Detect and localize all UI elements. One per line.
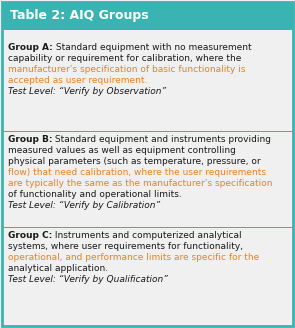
Text: Group B:: Group B:: [8, 135, 53, 144]
Bar: [2, 2, 293, 30]
Text: Group A:: Group A:: [8, 43, 53, 52]
Text: accepted as user requirement.: accepted as user requirement.: [8, 76, 148, 85]
Text: are typically the same as the manufacturer’s specification: are typically the same as the manufactur…: [8, 179, 273, 188]
Text: flow) that need calibration, where the user requirements: flow) that need calibration, where the u…: [8, 168, 266, 177]
Text: of functionality and operational limits.: of functionality and operational limits.: [8, 190, 182, 199]
Text: Standard equipment and instruments providing: Standard equipment and instruments provi…: [53, 135, 271, 144]
Text: Test Level: “Verify by Observation”: Test Level: “Verify by Observation”: [8, 87, 166, 96]
Text: analytical application.: analytical application.: [8, 264, 108, 273]
Text: Table 2: AIQ Groups: Table 2: AIQ Groups: [10, 10, 149, 23]
Text: Group C:: Group C:: [8, 231, 52, 240]
Text: operational, and performance limits are specific for the: operational, and performance limits are …: [8, 253, 259, 262]
Text: Standard equipment with no measurement: Standard equipment with no measurement: [53, 43, 251, 52]
Text: Test Level: “Verify by Qualification”: Test Level: “Verify by Qualification”: [8, 275, 168, 284]
Bar: [2, 227, 293, 228]
Text: manufacturer’s specification of basic functionality is: manufacturer’s specification of basic fu…: [8, 65, 245, 74]
Text: capability or requirement for calibration, where the: capability or requirement for calibratio…: [8, 54, 241, 63]
Text: physical parameters (such as temperature, pressure, or: physical parameters (such as temperature…: [8, 157, 260, 166]
Text: systems, where user requirements for functionality,: systems, where user requirements for fun…: [8, 242, 243, 251]
Bar: [2, 131, 293, 132]
Text: Instruments and computerized analytical: Instruments and computerized analytical: [52, 231, 242, 240]
Text: measured values as well as equipment controlling: measured values as well as equipment con…: [8, 146, 236, 155]
Text: Test Level: “Verify by Calibration”: Test Level: “Verify by Calibration”: [8, 201, 160, 210]
